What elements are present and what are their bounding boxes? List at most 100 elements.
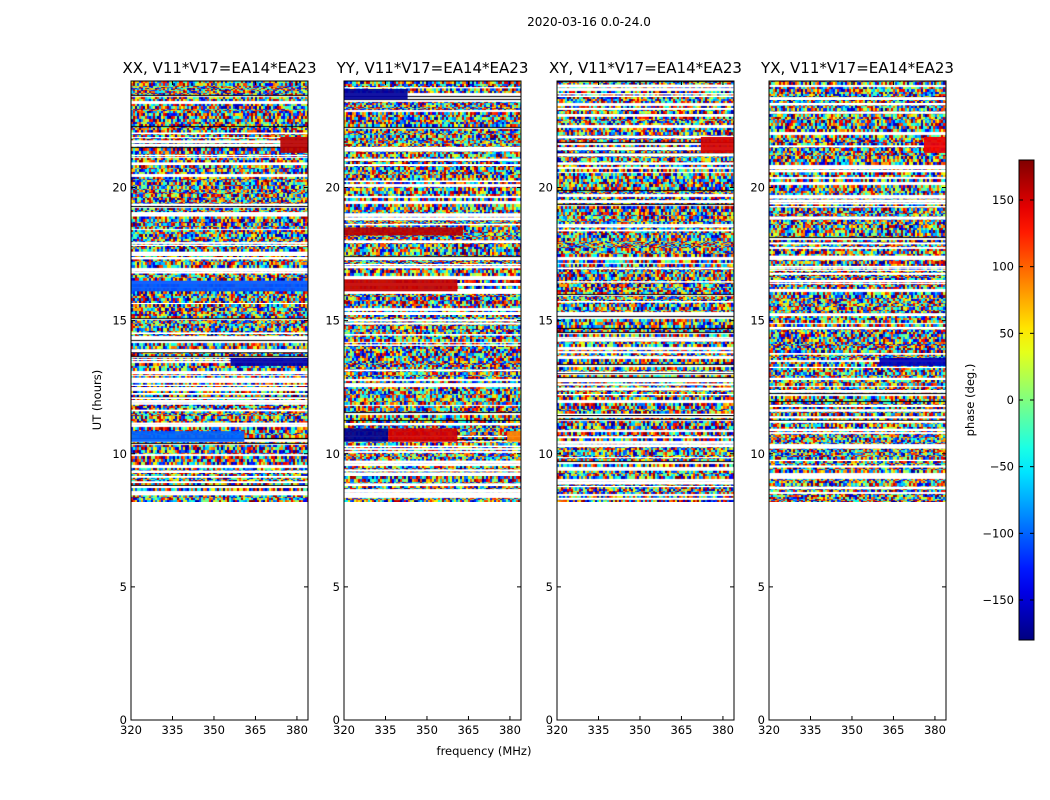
gap-row xyxy=(131,257,308,260)
panel-frame xyxy=(343,80,522,721)
x-tick-label: 380 xyxy=(924,723,946,737)
gap-row xyxy=(769,326,946,330)
gap-row xyxy=(131,251,308,255)
gap-row xyxy=(557,387,734,391)
y-tick-label: 20 xyxy=(750,181,765,195)
gap-row xyxy=(131,272,308,274)
gap-row xyxy=(131,302,308,305)
phase-band xyxy=(280,136,308,153)
y-tick-label: 15 xyxy=(538,314,553,328)
gap-row xyxy=(131,140,308,144)
y-tick-label: 15 xyxy=(325,314,340,328)
x-tick-label: 320 xyxy=(758,723,780,737)
gap-row xyxy=(344,258,521,261)
gap-row xyxy=(131,397,308,399)
gap-row xyxy=(344,291,521,294)
gap-row xyxy=(769,409,946,412)
gap-row xyxy=(769,169,946,173)
gap-row xyxy=(344,483,521,487)
gap-row xyxy=(769,486,946,490)
gap-row xyxy=(344,319,521,322)
gap-row xyxy=(557,162,734,165)
gap-row xyxy=(769,206,946,208)
gap-row xyxy=(131,470,308,473)
panel-title: XX, V11*V17=EA14*EA23 xyxy=(122,59,316,77)
gap-row xyxy=(557,413,734,415)
gap-row xyxy=(557,457,734,459)
gap-row xyxy=(769,416,946,419)
colorbar-tick-label: 150 xyxy=(992,193,1014,207)
gap-row xyxy=(131,400,308,403)
gap-row xyxy=(769,265,946,268)
colorbar-tick-label: −50 xyxy=(990,460,1014,474)
gap-row xyxy=(344,473,521,476)
panel-1: XX, V11*V17=EA14*EA23 320 335 350 365 380 0 5 10… xyxy=(112,59,316,737)
gap-row xyxy=(769,255,946,258)
gap-row xyxy=(344,383,521,387)
x-tick-label: 350 xyxy=(629,723,651,737)
gap-row xyxy=(769,283,946,285)
gap-row xyxy=(131,143,308,147)
gap-row xyxy=(131,132,308,135)
gap-row xyxy=(131,371,308,375)
y-tick-label: 5 xyxy=(120,580,127,594)
gap-row xyxy=(344,266,521,269)
y-axis-label: UT (hours) xyxy=(90,370,104,430)
colorbar-label: phase (deg.) xyxy=(963,364,977,437)
gap-row xyxy=(769,97,946,100)
phase-band xyxy=(507,431,521,442)
x-tick-label: 335 xyxy=(375,723,397,737)
x-tick-label: 320 xyxy=(333,723,355,737)
gap-row xyxy=(557,469,734,471)
gap-row xyxy=(769,428,946,431)
phase-band xyxy=(344,428,389,442)
gap-row xyxy=(131,137,308,139)
x-tick-label: 365 xyxy=(244,723,266,737)
gap-row xyxy=(557,114,734,117)
gap-row xyxy=(344,214,521,217)
gap-row xyxy=(344,223,521,226)
gap-row xyxy=(557,393,734,396)
gap-row xyxy=(769,366,946,369)
gap-row xyxy=(131,384,308,386)
y-tick-label: 5 xyxy=(546,580,553,594)
gap-row xyxy=(131,377,308,381)
x-tick-label: 320 xyxy=(546,723,568,737)
phase-band xyxy=(344,279,458,292)
gap-row xyxy=(131,332,308,335)
x-tick-label: 335 xyxy=(162,723,184,737)
colorbar-tick-label: 100 xyxy=(992,260,1014,274)
phase-band xyxy=(344,88,408,100)
gap-row xyxy=(344,312,521,316)
gap-row xyxy=(131,358,308,361)
x-tick-label: 350 xyxy=(416,723,438,737)
x-tick-label: 380 xyxy=(712,723,734,737)
gap-row xyxy=(769,197,946,199)
gap-row xyxy=(769,199,946,203)
gap-row xyxy=(557,482,734,484)
gap-row xyxy=(344,263,521,266)
gap-row xyxy=(769,272,946,275)
gap-row xyxy=(557,107,734,110)
y-tick-label: 0 xyxy=(120,713,127,727)
gap-row xyxy=(557,93,734,95)
gap-row xyxy=(131,268,308,272)
gap-row xyxy=(131,403,308,405)
phase-band xyxy=(131,431,245,442)
x-tick-label: 380 xyxy=(286,723,308,737)
gap-row xyxy=(557,383,734,386)
gap-row xyxy=(557,95,734,98)
x-tick-label: 335 xyxy=(800,723,822,737)
heatmap-cells xyxy=(769,81,946,502)
panel-frame xyxy=(556,80,735,721)
gap-row xyxy=(344,87,521,89)
gap-row xyxy=(557,267,734,270)
gap-row xyxy=(131,475,308,478)
gap-row xyxy=(769,446,946,449)
x-tick-label: 365 xyxy=(882,723,904,737)
gap-row xyxy=(769,166,946,170)
gap-row xyxy=(557,436,734,439)
gap-row xyxy=(557,200,734,203)
x-tick-label: 335 xyxy=(588,723,610,737)
gap-row xyxy=(557,301,734,303)
